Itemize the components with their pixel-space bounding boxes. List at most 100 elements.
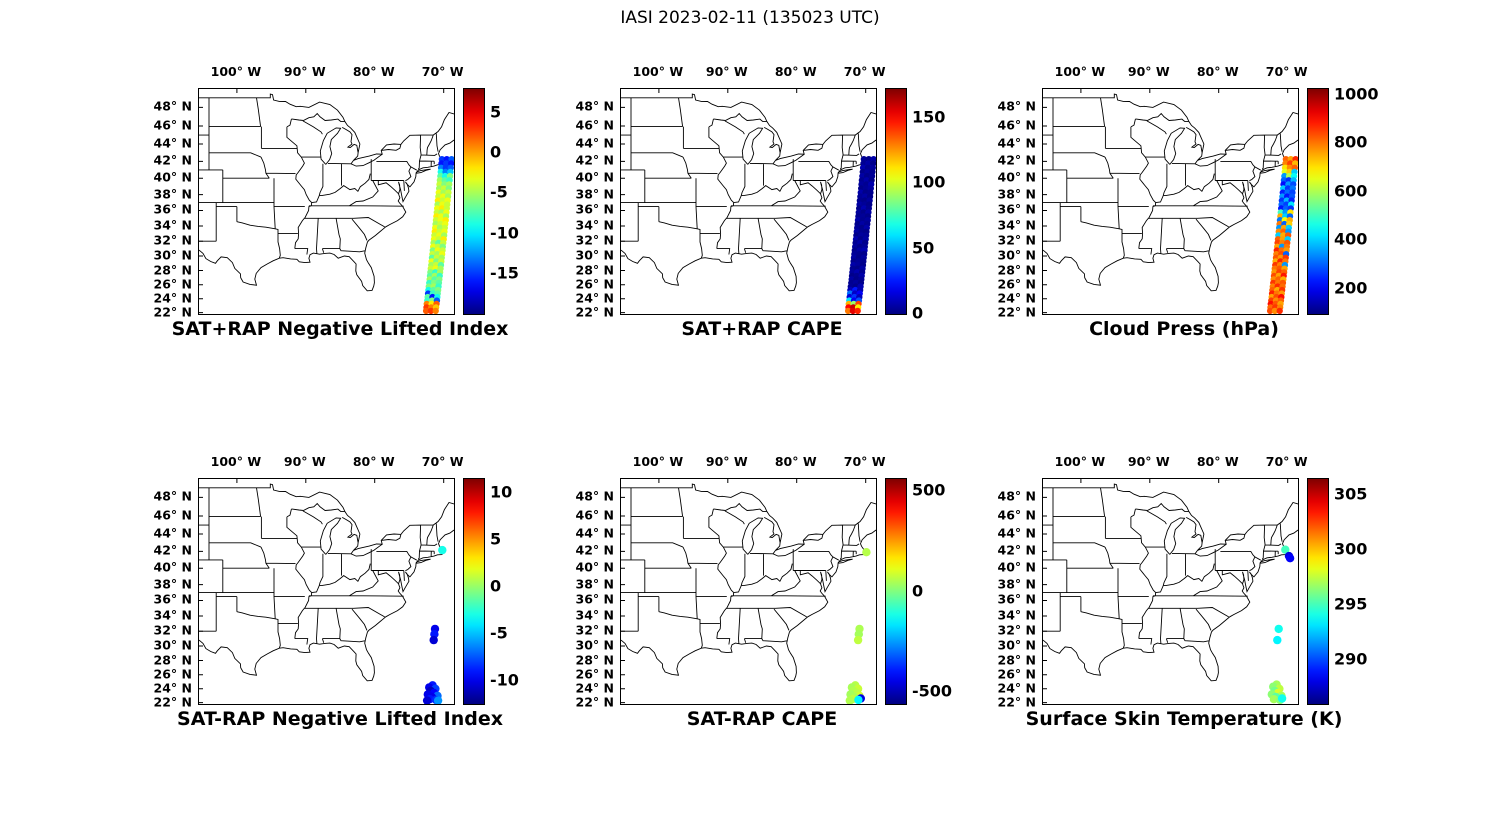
us-map — [621, 89, 876, 314]
lon-tick-label: 80° W — [1196, 64, 1239, 79]
colorbar-ticks: 500 0 -500 — [912, 478, 972, 703]
lat-tick-label: 46° N — [153, 507, 192, 523]
colorbar-tick-label: 0 — [912, 303, 924, 323]
scatter-points — [845, 548, 871, 704]
state-outlines — [199, 93, 454, 292]
lon-tick-label: 100° W — [1054, 454, 1106, 469]
state-outlines — [621, 483, 876, 682]
lat-tick-label: 26° N — [153, 666, 192, 682]
lat-tick-label: 42° N — [153, 542, 192, 558]
lat-tick-label: 22° N — [997, 694, 1036, 710]
lat-tick-label: 30° N — [153, 247, 192, 263]
longitude-axis: 100° W 90° W 80° W 70° W — [198, 64, 464, 82]
lon-tick-label: 70° W — [421, 454, 464, 469]
axis-tick-marks — [621, 479, 867, 704]
lat-tick-label: 38° N — [153, 186, 192, 202]
panel-title: SAT+RAP CAPE — [681, 318, 843, 340]
lat-tick-label: 48° N — [575, 98, 614, 114]
lat-tick-label: 22° N — [575, 304, 614, 320]
latitude-axis: 48° N 46° N 44° N 42° N 40° N 38° N 36° N 34° N… — [984, 88, 1039, 319]
lat-tick-label: 26° N — [575, 666, 614, 682]
lon-tick-label: 90° W — [705, 64, 748, 79]
panel-title: Cloud Press (hPa) — [1089, 318, 1279, 340]
lat-tick-label: 36° N — [575, 201, 614, 217]
panel-sat-minus-rap-lifted-index: 100° W 90° W 80° W 70° W 48° N 46° N 44° N 42°… — [140, 448, 560, 778]
colorbar-gradient — [463, 478, 485, 705]
lat-tick-label: 46° N — [575, 117, 614, 133]
lon-tick-label: 80° W — [352, 64, 395, 79]
colorbar-tick-label: 500 — [912, 480, 946, 500]
lat-tick-label: 24° N — [575, 680, 614, 696]
us-map — [199, 89, 454, 314]
colorbar-tick-label: 290 — [1334, 649, 1368, 669]
lat-tick-label: 40° N — [997, 169, 1036, 185]
lat-tick-label: 26° N — [575, 276, 614, 292]
lat-tick-label: 40° N — [997, 559, 1036, 575]
lat-tick-label: 48° N — [153, 488, 192, 504]
map-plot — [1042, 88, 1299, 315]
lat-tick-label: 36° N — [997, 201, 1036, 217]
lat-tick-label: 28° N — [153, 262, 192, 278]
colorbar-gradient — [463, 88, 485, 315]
figure-title: IASI 2023-02-11 (135023 UTC) — [620, 8, 880, 28]
state-outlines — [1043, 483, 1298, 682]
lon-tick-label: 90° W — [1127, 64, 1170, 79]
lat-tick-label: 26° N — [997, 666, 1036, 682]
lat-tick-label: 44° N — [997, 525, 1036, 541]
scatter-points — [844, 156, 876, 314]
axis-tick-marks — [199, 89, 445, 314]
lat-tick-label: 34° N — [997, 217, 1036, 233]
latitude-axis: 48° N 46° N 44° N 42° N 40° N 38° N 36° N 34° N… — [140, 88, 195, 319]
colorbar-tick-label: -10 — [490, 223, 519, 243]
latitude-axis: 48° N 46° N 44° N 42° N 40° N 38° N 36° N 34° N… — [562, 88, 617, 319]
map-plot — [620, 478, 877, 705]
state-outlines — [1043, 93, 1298, 292]
lat-tick-label: 44° N — [575, 135, 614, 151]
colorbar-tick-label: 1000 — [1334, 84, 1379, 104]
lat-tick-label: 48° N — [997, 98, 1036, 114]
lat-tick-label: 30° N — [575, 247, 614, 263]
lon-tick-label: 80° W — [774, 454, 817, 469]
colorbar-tick-label: 100 — [912, 172, 946, 192]
colorbar-ticks: 1000 800 600 400 200 — [1334, 84, 1394, 313]
lon-tick-label: 70° W — [843, 64, 886, 79]
lat-tick-label: 22° N — [153, 694, 192, 710]
colorbar-tick-label: -15 — [490, 263, 519, 283]
lat-tick-label: 32° N — [997, 622, 1036, 638]
lat-tick-label: 48° N — [575, 488, 614, 504]
lat-tick-label: 30° N — [575, 637, 614, 653]
colorbar-ticks: 5 0 -5 -10 -15 — [490, 88, 550, 313]
lat-tick-label: 34° N — [997, 607, 1036, 623]
panel-title: SAT-RAP CAPE — [686, 708, 838, 730]
lat-tick-label: 44° N — [997, 135, 1036, 151]
lat-tick-label: 46° N — [153, 117, 192, 133]
lon-tick-label: 100° W — [1054, 64, 1106, 79]
lat-tick-label: 30° N — [153, 637, 192, 653]
scatter-points — [422, 156, 454, 314]
lon-tick-label: 100° W — [632, 64, 684, 79]
lat-tick-label: 40° N — [575, 169, 614, 185]
lat-tick-label: 30° N — [997, 247, 1036, 263]
lat-tick-label: 36° N — [997, 591, 1036, 607]
colorbar-ticks: 10 5 0 -5 -10 — [490, 478, 550, 703]
lon-tick-label: 70° W — [1265, 454, 1308, 469]
lat-tick-label: 32° N — [153, 232, 192, 248]
lon-tick-label: 90° W — [705, 454, 748, 469]
longitude-axis: 100° W 90° W 80° W 70° W — [620, 454, 886, 472]
colorbar-tick-label: 400 — [1334, 229, 1368, 249]
lat-tick-label: 42° N — [153, 152, 192, 168]
colorbar-gradient — [885, 88, 907, 315]
lat-tick-label: 22° N — [153, 304, 192, 320]
scatter-points — [1267, 545, 1295, 704]
colorbar-tick-label: -500 — [912, 681, 953, 701]
lat-tick-label: 38° N — [575, 186, 614, 202]
colorbar-tick-label: 0 — [912, 581, 924, 600]
lat-tick-label: 46° N — [997, 507, 1036, 523]
lat-tick-label: 30° N — [997, 637, 1036, 653]
axis-tick-marks — [1043, 479, 1289, 704]
lon-tick-label: 70° W — [843, 454, 886, 469]
lat-tick-label: 34° N — [575, 607, 614, 623]
panel-sat-plus-rap-lifted-index: 100° W 90° W 80° W 70° W 48° N 46° N 44° N 42°… — [140, 58, 560, 388]
lat-tick-label: 42° N — [997, 152, 1036, 168]
lat-tick-label: 36° N — [153, 201, 192, 217]
